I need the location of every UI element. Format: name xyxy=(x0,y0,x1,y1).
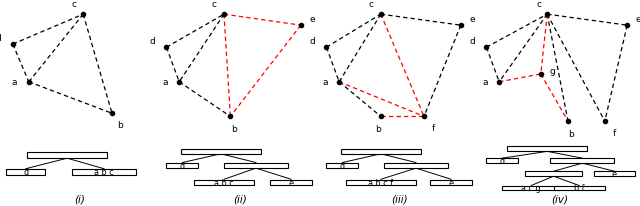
Bar xyxy=(525,171,582,176)
Text: (i): (i) xyxy=(75,194,85,204)
Text: e: e xyxy=(469,15,475,24)
Text: (iv): (iv) xyxy=(552,194,568,204)
Text: f: f xyxy=(432,123,435,132)
Text: c: c xyxy=(71,0,76,9)
Text: a b c: a b c xyxy=(94,167,114,177)
Bar xyxy=(384,163,448,169)
Bar xyxy=(554,186,605,191)
Bar xyxy=(341,149,421,154)
Text: d: d xyxy=(149,37,155,46)
Bar xyxy=(346,180,416,185)
Bar xyxy=(224,163,288,169)
Text: a: a xyxy=(162,78,168,87)
Text: b: b xyxy=(117,120,123,129)
Text: e: e xyxy=(612,169,617,178)
Text: (iii): (iii) xyxy=(392,194,408,204)
Text: a: a xyxy=(12,78,17,87)
Bar xyxy=(326,163,358,169)
Text: g: g xyxy=(549,67,555,76)
Text: a: a xyxy=(482,78,488,87)
Bar xyxy=(193,180,255,185)
Text: e: e xyxy=(636,15,640,24)
Text: b: b xyxy=(568,130,574,139)
Text: e: e xyxy=(309,15,315,24)
Bar xyxy=(594,171,636,176)
Bar xyxy=(486,158,518,163)
Text: c: c xyxy=(212,0,217,9)
Bar xyxy=(502,186,560,191)
Text: d: d xyxy=(180,161,185,170)
Bar xyxy=(181,149,261,154)
Text: d: d xyxy=(309,37,315,46)
Text: c: c xyxy=(369,0,374,9)
Text: a b c f: a b c f xyxy=(368,178,394,187)
Text: d: d xyxy=(0,34,1,43)
Bar xyxy=(270,180,312,185)
Text: a c g: a c g xyxy=(522,184,541,193)
Bar xyxy=(166,163,198,169)
Bar xyxy=(430,180,472,185)
Text: b: b xyxy=(231,125,236,134)
Text: f: f xyxy=(612,128,616,137)
Bar xyxy=(27,152,107,158)
Text: d: d xyxy=(340,161,345,170)
Text: b f: b f xyxy=(574,184,584,193)
Text: e: e xyxy=(289,178,294,187)
Text: a b c: a b c xyxy=(214,178,234,187)
Text: c: c xyxy=(537,0,541,9)
Text: d: d xyxy=(469,37,475,46)
Text: e: e xyxy=(449,178,454,187)
Text: b: b xyxy=(375,125,380,134)
Text: (ii): (ii) xyxy=(233,194,247,204)
Bar xyxy=(6,169,45,175)
Bar xyxy=(72,169,136,175)
Text: d: d xyxy=(500,156,505,165)
Text: d: d xyxy=(23,167,28,177)
Text: a: a xyxy=(322,78,328,87)
Bar xyxy=(550,158,614,163)
Bar xyxy=(507,147,588,152)
